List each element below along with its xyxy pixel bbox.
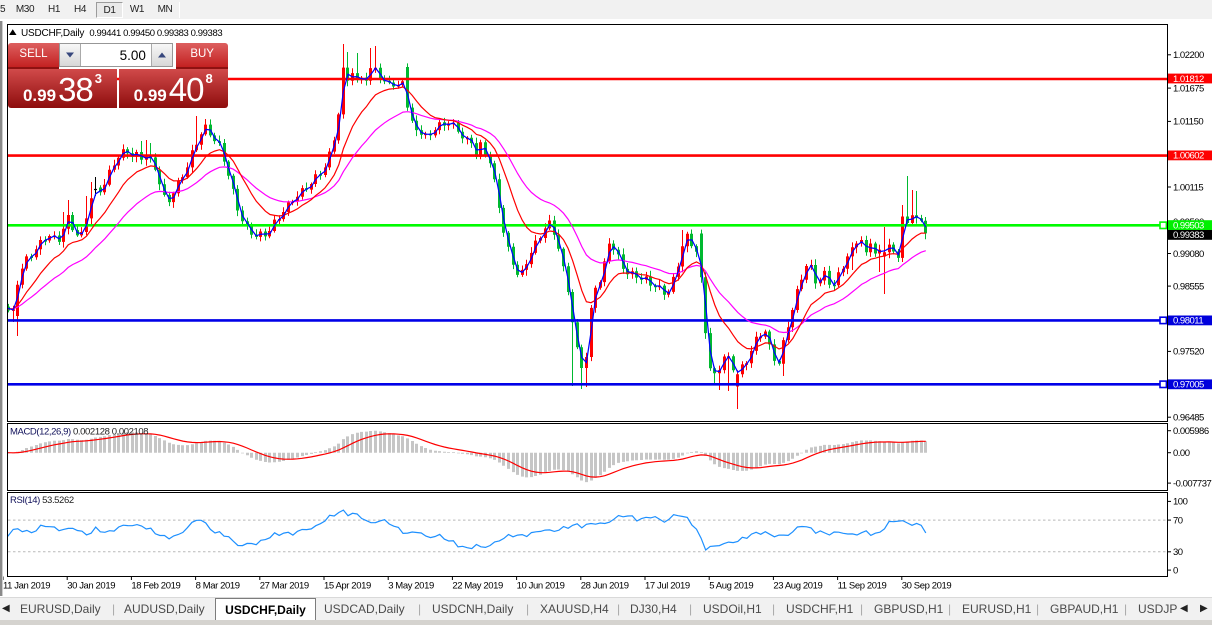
svg-text:RSI(14) 53.5262: RSI(14) 53.5262 [10, 495, 74, 506]
svg-text:1.01812: 1.01812 [1173, 74, 1204, 85]
svg-text:0.98011: 0.98011 [1173, 316, 1203, 327]
svg-text:0.96485: 0.96485 [1173, 413, 1204, 424]
svg-text:23 Aug 2019: 23 Aug 2019 [773, 581, 822, 592]
svg-text:0.00: 0.00 [1173, 448, 1190, 459]
svg-text:10 Jun 2019: 10 Jun 2019 [517, 581, 565, 592]
svg-text:MACD(12,26,9) 0.002128 0.00210: MACD(12,26,9) 0.002128 0.002108 [10, 426, 148, 437]
svg-text:22 May 2019: 22 May 2019 [452, 581, 503, 592]
svg-text:USDCHF,Daily 0.99441 0.99450: USDCHF,Daily 0.99441 0.99450 0.99383 0.9… [21, 28, 222, 39]
svg-text:70: 70 [1173, 515, 1183, 526]
svg-text:5 Aug 2019: 5 Aug 2019 [709, 581, 753, 592]
svg-text:15 Apr 2019: 15 Apr 2019 [324, 581, 371, 592]
svg-text:18 Feb 2019: 18 Feb 2019 [131, 581, 180, 592]
svg-text:11 Jan 2019: 11 Jan 2019 [3, 581, 50, 592]
svg-text:0.99503: 0.99503 [1173, 220, 1204, 231]
svg-text:1.02200: 1.02200 [1173, 50, 1204, 61]
svg-text:30 Sep 2019: 30 Sep 2019 [902, 581, 952, 592]
svg-text:0.005986: 0.005986 [1173, 426, 1209, 437]
svg-text:28 Jun 2019: 28 Jun 2019 [581, 581, 629, 592]
svg-text:1.01150: 1.01150 [1173, 117, 1203, 128]
svg-text:0: 0 [1173, 565, 1178, 576]
svg-text:0.97005: 0.97005 [1173, 380, 1204, 391]
svg-text:0.98555: 0.98555 [1173, 281, 1204, 292]
svg-text:100: 100 [1173, 497, 1188, 508]
svg-text:30: 30 [1173, 547, 1183, 558]
svg-text:0.99080: 0.99080 [1173, 249, 1204, 260]
svg-text:0.99383: 0.99383 [1173, 230, 1204, 241]
svg-text:17 Jul 2019: 17 Jul 2019 [645, 581, 690, 592]
svg-text:3 May 2019: 3 May 2019 [388, 581, 434, 592]
svg-text:11 Sep 2019: 11 Sep 2019 [838, 581, 887, 592]
svg-text:30 Jan 2019: 30 Jan 2019 [67, 581, 115, 592]
svg-text:-0.007737: -0.007737 [1173, 478, 1212, 489]
svg-text:1.00115: 1.00115 [1173, 182, 1203, 193]
svg-text:0.97520: 0.97520 [1173, 347, 1204, 358]
svg-text:1.01675: 1.01675 [1173, 83, 1204, 94]
svg-text:8 Mar 2019: 8 Mar 2019 [196, 581, 240, 592]
svg-text:1.00602: 1.00602 [1173, 151, 1204, 162]
svg-text:27 Mar 2019: 27 Mar 2019 [260, 581, 309, 592]
